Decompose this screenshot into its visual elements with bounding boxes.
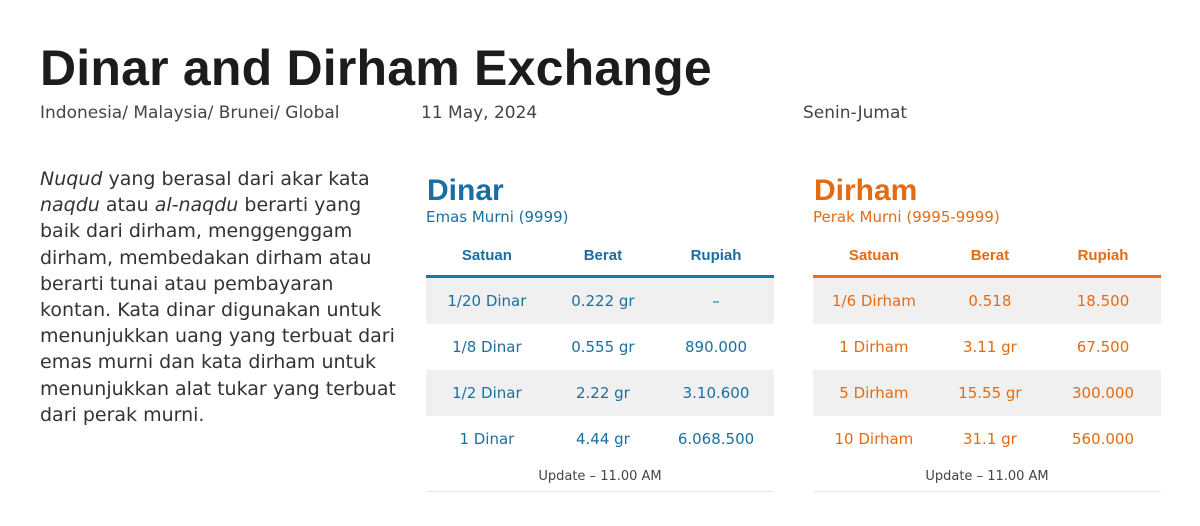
page-title: Dinar and Dirham Exchange bbox=[40, 40, 712, 96]
table-row: 5 Dirham 15.55 gr 300.000 bbox=[813, 370, 1161, 416]
regions-text: Indonesia/ Malaysia/ Brunei/ Global bbox=[40, 103, 340, 123]
description-text-2: atau bbox=[99, 194, 155, 217]
dirham-title: Dirham bbox=[814, 174, 918, 207]
description-text-1: yang berasal dari akar kata bbox=[102, 168, 370, 190]
dirham-weight-cell: 3.11 gr bbox=[962, 338, 1017, 356]
dinar-weight-cell: 0.555 gr bbox=[571, 338, 635, 356]
dirham-unit-cell: 10 Dirham bbox=[834, 430, 914, 448]
table-row: 1/2 Dinar 2.22 gr 3.10.600 bbox=[426, 370, 774, 416]
description-term-al-naqdu: al-naqdu bbox=[154, 194, 239, 217]
dirham-col-berat: Berat bbox=[970, 247, 1010, 264]
dirham-subtitle: Perak Murni (9995-9999) bbox=[813, 208, 1000, 226]
dinar-col-rupiah: Rupiah bbox=[690, 247, 742, 264]
dinar-unit-cell: 1/8 Dinar bbox=[452, 338, 522, 356]
description-term-naqdu: naqdu bbox=[40, 194, 100, 217]
dinar-unit-cell: 1/2 Dinar bbox=[452, 384, 522, 402]
dinar-weight-cell: 2.22 gr bbox=[575, 384, 630, 402]
dinar-unit-cell: 1/20 Dinar bbox=[447, 292, 527, 310]
description-text-3: berarti yang baik dari dirham, menggengg… bbox=[40, 194, 396, 426]
table-row: 1 Dirham 3.11 gr 67.500 bbox=[813, 324, 1161, 370]
dirham-unit-cell: 1 Dirham bbox=[839, 338, 909, 356]
table-row: 10 Dirham 31.1 gr 560.000 bbox=[813, 416, 1161, 462]
dinar-title: Dinar bbox=[427, 174, 504, 207]
dinar-col-berat: Berat bbox=[583, 247, 623, 264]
dirham-price-cell: 18.500 bbox=[1076, 292, 1130, 310]
dinar-panel: Dinar Emas Murni (9999) Satuan Berat Rup… bbox=[426, 174, 774, 492]
table-row: 1/20 Dinar 0.222 gr – bbox=[426, 278, 774, 324]
dirham-weight-cell: 31.1 gr bbox=[962, 430, 1017, 448]
description-term-nuqud: Nuqud bbox=[40, 168, 103, 190]
dirham-col-rupiah: Rupiah bbox=[1077, 247, 1129, 264]
dinar-weight-cell: 4.44 gr bbox=[575, 430, 630, 448]
dirham-col-satuan: Satuan bbox=[848, 247, 899, 264]
date-text: 11 May, 2024 bbox=[421, 103, 538, 123]
dinar-subtitle: Emas Murni (9999) bbox=[426, 208, 569, 226]
dirham-weight-cell: 0.518 bbox=[968, 292, 1012, 310]
dirham-price-cell: 560.000 bbox=[1071, 430, 1135, 448]
table-row: 1/6 Dirham 0.518 18.500 bbox=[813, 278, 1161, 324]
dinar-col-satuan: Satuan bbox=[461, 247, 512, 264]
description-paragraph: Nuqud yang berasal dari akar kata naqdu … bbox=[40, 166, 396, 428]
table-row: 1/8 Dinar 0.555 gr 890.000 bbox=[426, 324, 774, 370]
dinar-unit-cell: 1 Dinar bbox=[459, 430, 515, 448]
dirham-table-header: Satuan Berat Rupiah bbox=[813, 236, 1161, 278]
dirham-price-cell: 300.000 bbox=[1071, 384, 1135, 402]
dirham-update-time: Update – 11.00 AM bbox=[813, 462, 1161, 492]
dirham-weight-cell: 15.55 gr bbox=[958, 384, 1022, 402]
dinar-update-time: Update – 11.00 AM bbox=[426, 462, 774, 492]
dirham-price-cell: 67.500 bbox=[1076, 338, 1130, 356]
dirham-unit-cell: 1/6 Dirham bbox=[831, 292, 916, 310]
dinar-price-cell: 890.000 bbox=[684, 338, 748, 356]
dinar-price-cell: 6.068.500 bbox=[677, 430, 755, 448]
dinar-price-cell: 3.10.600 bbox=[682, 384, 750, 402]
days-text: Senin-Jumat bbox=[803, 103, 908, 123]
dirham-panel: Dirham Perak Murni (9995-9999) Satuan Be… bbox=[813, 174, 1161, 492]
dinar-weight-cell: 0.222 gr bbox=[571, 292, 635, 310]
dinar-price-cell: – bbox=[712, 292, 720, 310]
dinar-table-header: Satuan Berat Rupiah bbox=[426, 236, 774, 278]
dirham-unit-cell: 5 Dirham bbox=[839, 384, 909, 402]
table-row: 1 Dinar 4.44 gr 6.068.500 bbox=[426, 416, 774, 462]
